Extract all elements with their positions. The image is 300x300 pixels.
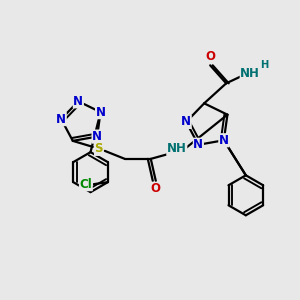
Text: N: N bbox=[74, 95, 83, 108]
Text: O: O bbox=[151, 182, 161, 195]
Text: NH: NH bbox=[167, 142, 187, 155]
Text: S: S bbox=[94, 142, 103, 155]
Text: N: N bbox=[181, 116, 191, 128]
Text: Cl: Cl bbox=[80, 178, 92, 190]
Text: N: N bbox=[56, 112, 66, 126]
Text: H: H bbox=[260, 60, 268, 70]
Text: O: O bbox=[205, 50, 215, 63]
Text: N: N bbox=[92, 130, 102, 143]
Text: N: N bbox=[95, 106, 106, 118]
Text: N: N bbox=[194, 138, 203, 151]
Text: NH: NH bbox=[240, 67, 260, 80]
Text: N: N bbox=[219, 134, 229, 147]
